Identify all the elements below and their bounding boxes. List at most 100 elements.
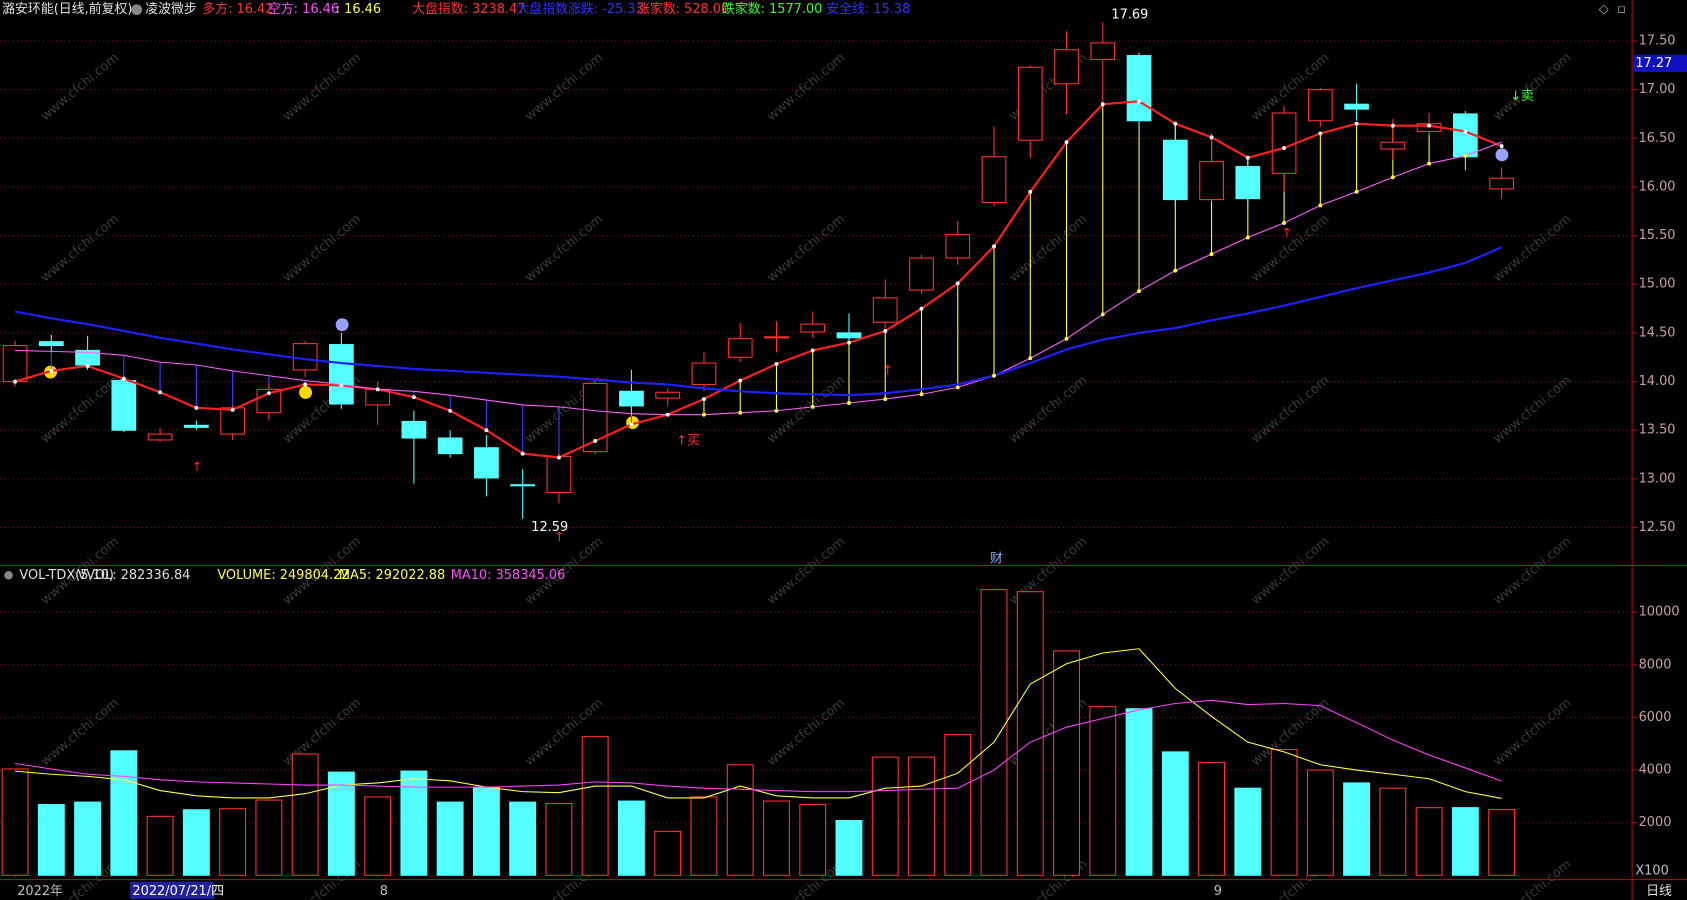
volume-bar — [37, 803, 65, 876]
ma-line — [15, 141, 1502, 416]
candle-body — [1489, 177, 1514, 190]
line-dot — [85, 364, 90, 368]
period-label: 日线 — [1646, 884, 1672, 899]
volume-bar — [509, 801, 537, 876]
volume-bar — [763, 800, 790, 876]
line-dot — [13, 379, 17, 384]
panel-header: VOLUME: 249804.22 — [217, 568, 349, 583]
candle-body — [1380, 141, 1406, 150]
y-tick-label: 17.00 — [1639, 82, 1676, 97]
event-label: 财 — [990, 552, 1003, 567]
line-dot — [629, 422, 634, 427]
candle-body — [1235, 165, 1261, 200]
y-tick-label: 13.50 — [1639, 423, 1676, 438]
line-dot — [1354, 121, 1359, 126]
volume-bar — [1125, 708, 1153, 876]
candle-body — [401, 420, 427, 439]
volume-bar — [1415, 807, 1443, 876]
panel-header: VVOL: 282336.84 — [77, 568, 190, 583]
x-tick-label: 8 — [380, 884, 388, 899]
header-value: 跌家数: 1577.00 — [722, 1, 822, 17]
line-dot — [955, 281, 960, 286]
line-dot — [1282, 221, 1287, 225]
header-value: 大盘指数: 3238.47 — [412, 1, 525, 17]
volume-bar — [110, 750, 138, 876]
volume-bar — [472, 786, 500, 876]
line-dot — [520, 451, 525, 456]
candle-body — [655, 391, 681, 399]
line-dot — [158, 390, 163, 395]
candle-body — [981, 156, 1007, 204]
volume-bar — [799, 803, 827, 876]
line-dot — [702, 397, 706, 402]
volume-bar — [255, 799, 283, 876]
indicator-icon[interactable] — [131, 4, 143, 16]
line-dot — [230, 407, 235, 412]
volume-ma-line — [15, 648, 1502, 799]
volume-bar — [182, 809, 210, 876]
icon-diamond[interactable]: ◇ — [1599, 2, 1609, 17]
y-tick-label: 4000 — [1639, 763, 1672, 778]
y-tick-label: 10000 — [1639, 605, 1680, 620]
volume-bar — [726, 764, 754, 876]
volume-bar — [1053, 650, 1080, 876]
panel-header: VOL-TDX(5,10) — [19, 568, 114, 583]
x-tick-label: 2022/07/21/四 — [132, 884, 224, 899]
volume-bar — [617, 800, 645, 876]
stock-title: 潞安环能(日线,前复权) — [2, 1, 132, 17]
line-dot — [1028, 356, 1033, 361]
volume-bar — [1198, 761, 1226, 876]
volume-bar — [146, 815, 174, 876]
candle-body — [1054, 49, 1079, 85]
line-dot — [883, 397, 888, 402]
candle-body — [1271, 112, 1297, 174]
line-dot — [774, 362, 779, 366]
volume-bar — [980, 589, 1008, 876]
line-dot — [1100, 312, 1105, 317]
y-tick-label: 14.50 — [1639, 325, 1676, 340]
candle-body — [292, 343, 318, 371]
header-value: : 16.46 — [336, 2, 381, 17]
line-dot — [339, 383, 344, 388]
line-dot — [1245, 235, 1250, 240]
volume-bar — [364, 796, 392, 876]
line-dot — [1209, 135, 1214, 140]
volume-ma-line — [14, 699, 1502, 793]
annotation: ↓卖 — [1510, 89, 1534, 104]
candle-body — [1199, 161, 1224, 201]
line-dot — [1463, 153, 1468, 158]
line-dot — [1427, 161, 1432, 166]
volume-bar — [908, 756, 935, 876]
candle-body — [1017, 66, 1043, 141]
header-value: 多方: 16.42 — [202, 1, 273, 17]
candle-body — [183, 424, 209, 428]
line-dot — [1463, 129, 1468, 134]
line-dot — [1354, 189, 1359, 194]
line-dot — [1499, 144, 1504, 149]
volume-bar — [944, 733, 972, 876]
y-tick-label: 16.50 — [1639, 131, 1676, 146]
volume-bar — [1343, 782, 1371, 876]
line-dot — [1318, 203, 1323, 208]
line-dot — [448, 408, 453, 413]
volume-bar — [545, 802, 573, 876]
volume-bar — [219, 808, 247, 876]
sad-face — [1495, 148, 1509, 162]
candle-body — [1090, 42, 1116, 60]
line-dot — [194, 405, 199, 410]
candle-body — [1126, 55, 1152, 122]
line-dot — [847, 340, 851, 345]
line-dot — [810, 404, 815, 409]
candle-body — [945, 234, 971, 259]
arrow: ↑ — [554, 530, 565, 545]
line-dot — [810, 348, 815, 353]
line-dot — [1209, 252, 1214, 257]
y-tick-label: 2000 — [1639, 815, 1672, 830]
smiley — [299, 386, 313, 399]
icon-close[interactable]: ▫ — [1617, 2, 1626, 17]
volume-bar — [1016, 591, 1044, 876]
line-dot — [556, 455, 561, 460]
line-dot — [738, 378, 743, 383]
y-tick-label: 13.00 — [1639, 471, 1676, 486]
